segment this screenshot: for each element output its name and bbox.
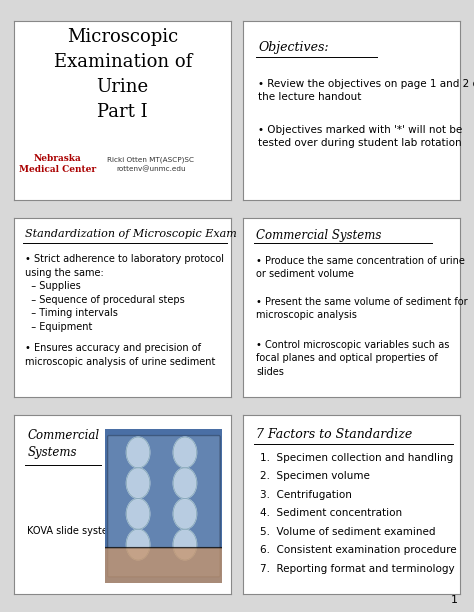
- Circle shape: [127, 499, 150, 529]
- Text: • Objectives marked with '*' will not be
tested over during student lab rotation: • Objectives marked with '*' will not be…: [258, 125, 462, 148]
- Text: 2.  Specimen volume: 2. Specimen volume: [260, 471, 370, 481]
- Circle shape: [173, 499, 197, 529]
- Text: 7.  Reporting format and terminology: 7. Reporting format and terminology: [260, 564, 455, 574]
- Text: Ricki Otten MT(ASCP)SC
rottenv@unmc.edu: Ricki Otten MT(ASCP)SC rottenv@unmc.edu: [107, 157, 194, 172]
- Circle shape: [173, 437, 197, 468]
- Text: 6.  Consistent examination procedure: 6. Consistent examination procedure: [260, 545, 457, 556]
- Text: Nebraska
Medical Center: Nebraska Medical Center: [19, 154, 96, 174]
- Text: Commercial
Systems: Commercial Systems: [27, 430, 100, 460]
- Circle shape: [127, 468, 150, 499]
- Text: 7 Factors to Standardize: 7 Factors to Standardize: [256, 428, 412, 441]
- FancyBboxPatch shape: [104, 548, 224, 584]
- Text: Commercial Systems: Commercial Systems: [256, 229, 381, 242]
- Text: • Ensures accuracy and precision of
microscopic analysis of urine sediment: • Ensures accuracy and precision of micr…: [25, 343, 216, 367]
- FancyBboxPatch shape: [108, 436, 220, 577]
- Text: 4.  Sediment concentration: 4. Sediment concentration: [260, 509, 402, 518]
- Text: 3.  Centrifugation: 3. Centrifugation: [260, 490, 352, 500]
- Circle shape: [127, 437, 150, 468]
- Text: Objectives:: Objectives:: [258, 41, 329, 54]
- Text: Microscopic
Examination of
Urine
Part I: Microscopic Examination of Urine Part I: [54, 29, 192, 121]
- Text: • Control microscopic variables such as
focal planes and optical properties of
s: • Control microscopic variables such as …: [256, 340, 449, 377]
- Text: • Strict adherence to laboratory protocol
using the same:
  – Supplies
  – Seque: • Strict adherence to laboratory protoco…: [25, 254, 224, 332]
- Text: • Review the objectives on page 1 and 2 of
the lecture handout: • Review the objectives on page 1 and 2 …: [258, 78, 474, 102]
- Text: 5.  Volume of sediment examined: 5. Volume of sediment examined: [260, 527, 436, 537]
- Text: KOVA slide system: KOVA slide system: [27, 526, 118, 536]
- Text: 1.  Specimen collection and handling: 1. Specimen collection and handling: [260, 453, 454, 463]
- Text: Standardization of Microscopic Exam: Standardization of Microscopic Exam: [25, 229, 237, 239]
- Text: 1: 1: [450, 595, 457, 605]
- Text: • Present the same volume of sediment for
microscopic analysis: • Present the same volume of sediment fo…: [256, 297, 467, 321]
- Text: • Produce the same concentration of urine
or sediment volume: • Produce the same concentration of urin…: [256, 256, 465, 279]
- Circle shape: [127, 529, 150, 560]
- Circle shape: [173, 468, 197, 499]
- Circle shape: [173, 529, 197, 560]
